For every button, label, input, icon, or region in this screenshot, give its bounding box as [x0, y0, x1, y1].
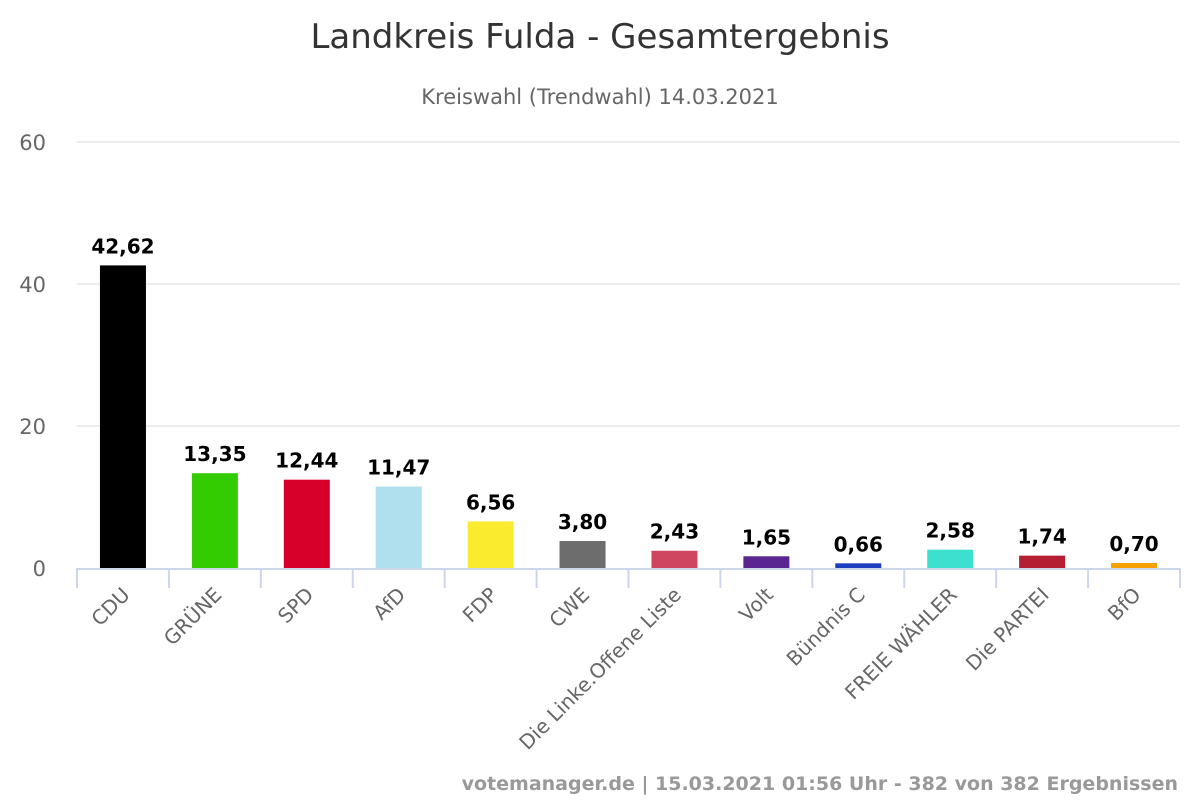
bar: [835, 563, 882, 568]
x-tick-label: CDU: [86, 583, 134, 631]
data-label: 3,80: [558, 510, 607, 534]
chart-subtitle: Kreiswahl (Trendwahl) 14.03.2021: [421, 85, 778, 109]
bar: [467, 521, 514, 568]
data-label: 1,74: [1017, 525, 1066, 549]
data-label: 2,43: [650, 520, 699, 544]
data-label: 1,65: [742, 525, 791, 549]
x-tick-label: FDP: [458, 583, 503, 628]
x-tick-label: GRÜNE: [159, 583, 227, 651]
bar: [927, 549, 974, 568]
data-label: 11,47: [367, 456, 430, 480]
bar: [559, 541, 606, 568]
chart-title: Landkreis Fulda - Gesamtergebnis: [310, 17, 889, 57]
x-tick-label: Volt: [734, 582, 778, 626]
data-label: 6,56: [466, 490, 515, 514]
bar: [651, 550, 698, 568]
x-tick-label: AfD: [368, 583, 410, 625]
chart-credits: votemanager.de | 15.03.2021 01:56 Uhr - …: [462, 773, 1178, 795]
x-tick-label: BfO: [1103, 583, 1146, 626]
data-label: 13,35: [183, 442, 246, 466]
bar: [191, 473, 238, 568]
x-tick-label: Die Linke.Offene Liste: [514, 583, 686, 755]
bar: [1019, 555, 1066, 568]
data-label: 0,70: [1109, 532, 1158, 556]
bar: [1111, 563, 1158, 568]
x-tick-label: CWE: [544, 583, 594, 633]
y-tick-label: 60: [19, 131, 46, 155]
bar: [743, 556, 790, 568]
data-label: 42,62: [91, 234, 154, 258]
y-tick-label: 20: [19, 415, 46, 439]
bar: [99, 265, 146, 568]
x-tick-label: SPD: [273, 583, 318, 628]
x-tick-label: Die PARTEI: [961, 583, 1054, 676]
data-label: 12,44: [275, 449, 338, 473]
y-tick-label: 40: [19, 273, 46, 297]
bar: [283, 479, 330, 568]
y-tick-label: 0: [33, 557, 46, 581]
data-label: 2,58: [926, 519, 975, 543]
data-label: 0,66: [834, 532, 883, 556]
bar: [375, 486, 422, 568]
x-tick-label: Bündnis C: [782, 583, 870, 671]
